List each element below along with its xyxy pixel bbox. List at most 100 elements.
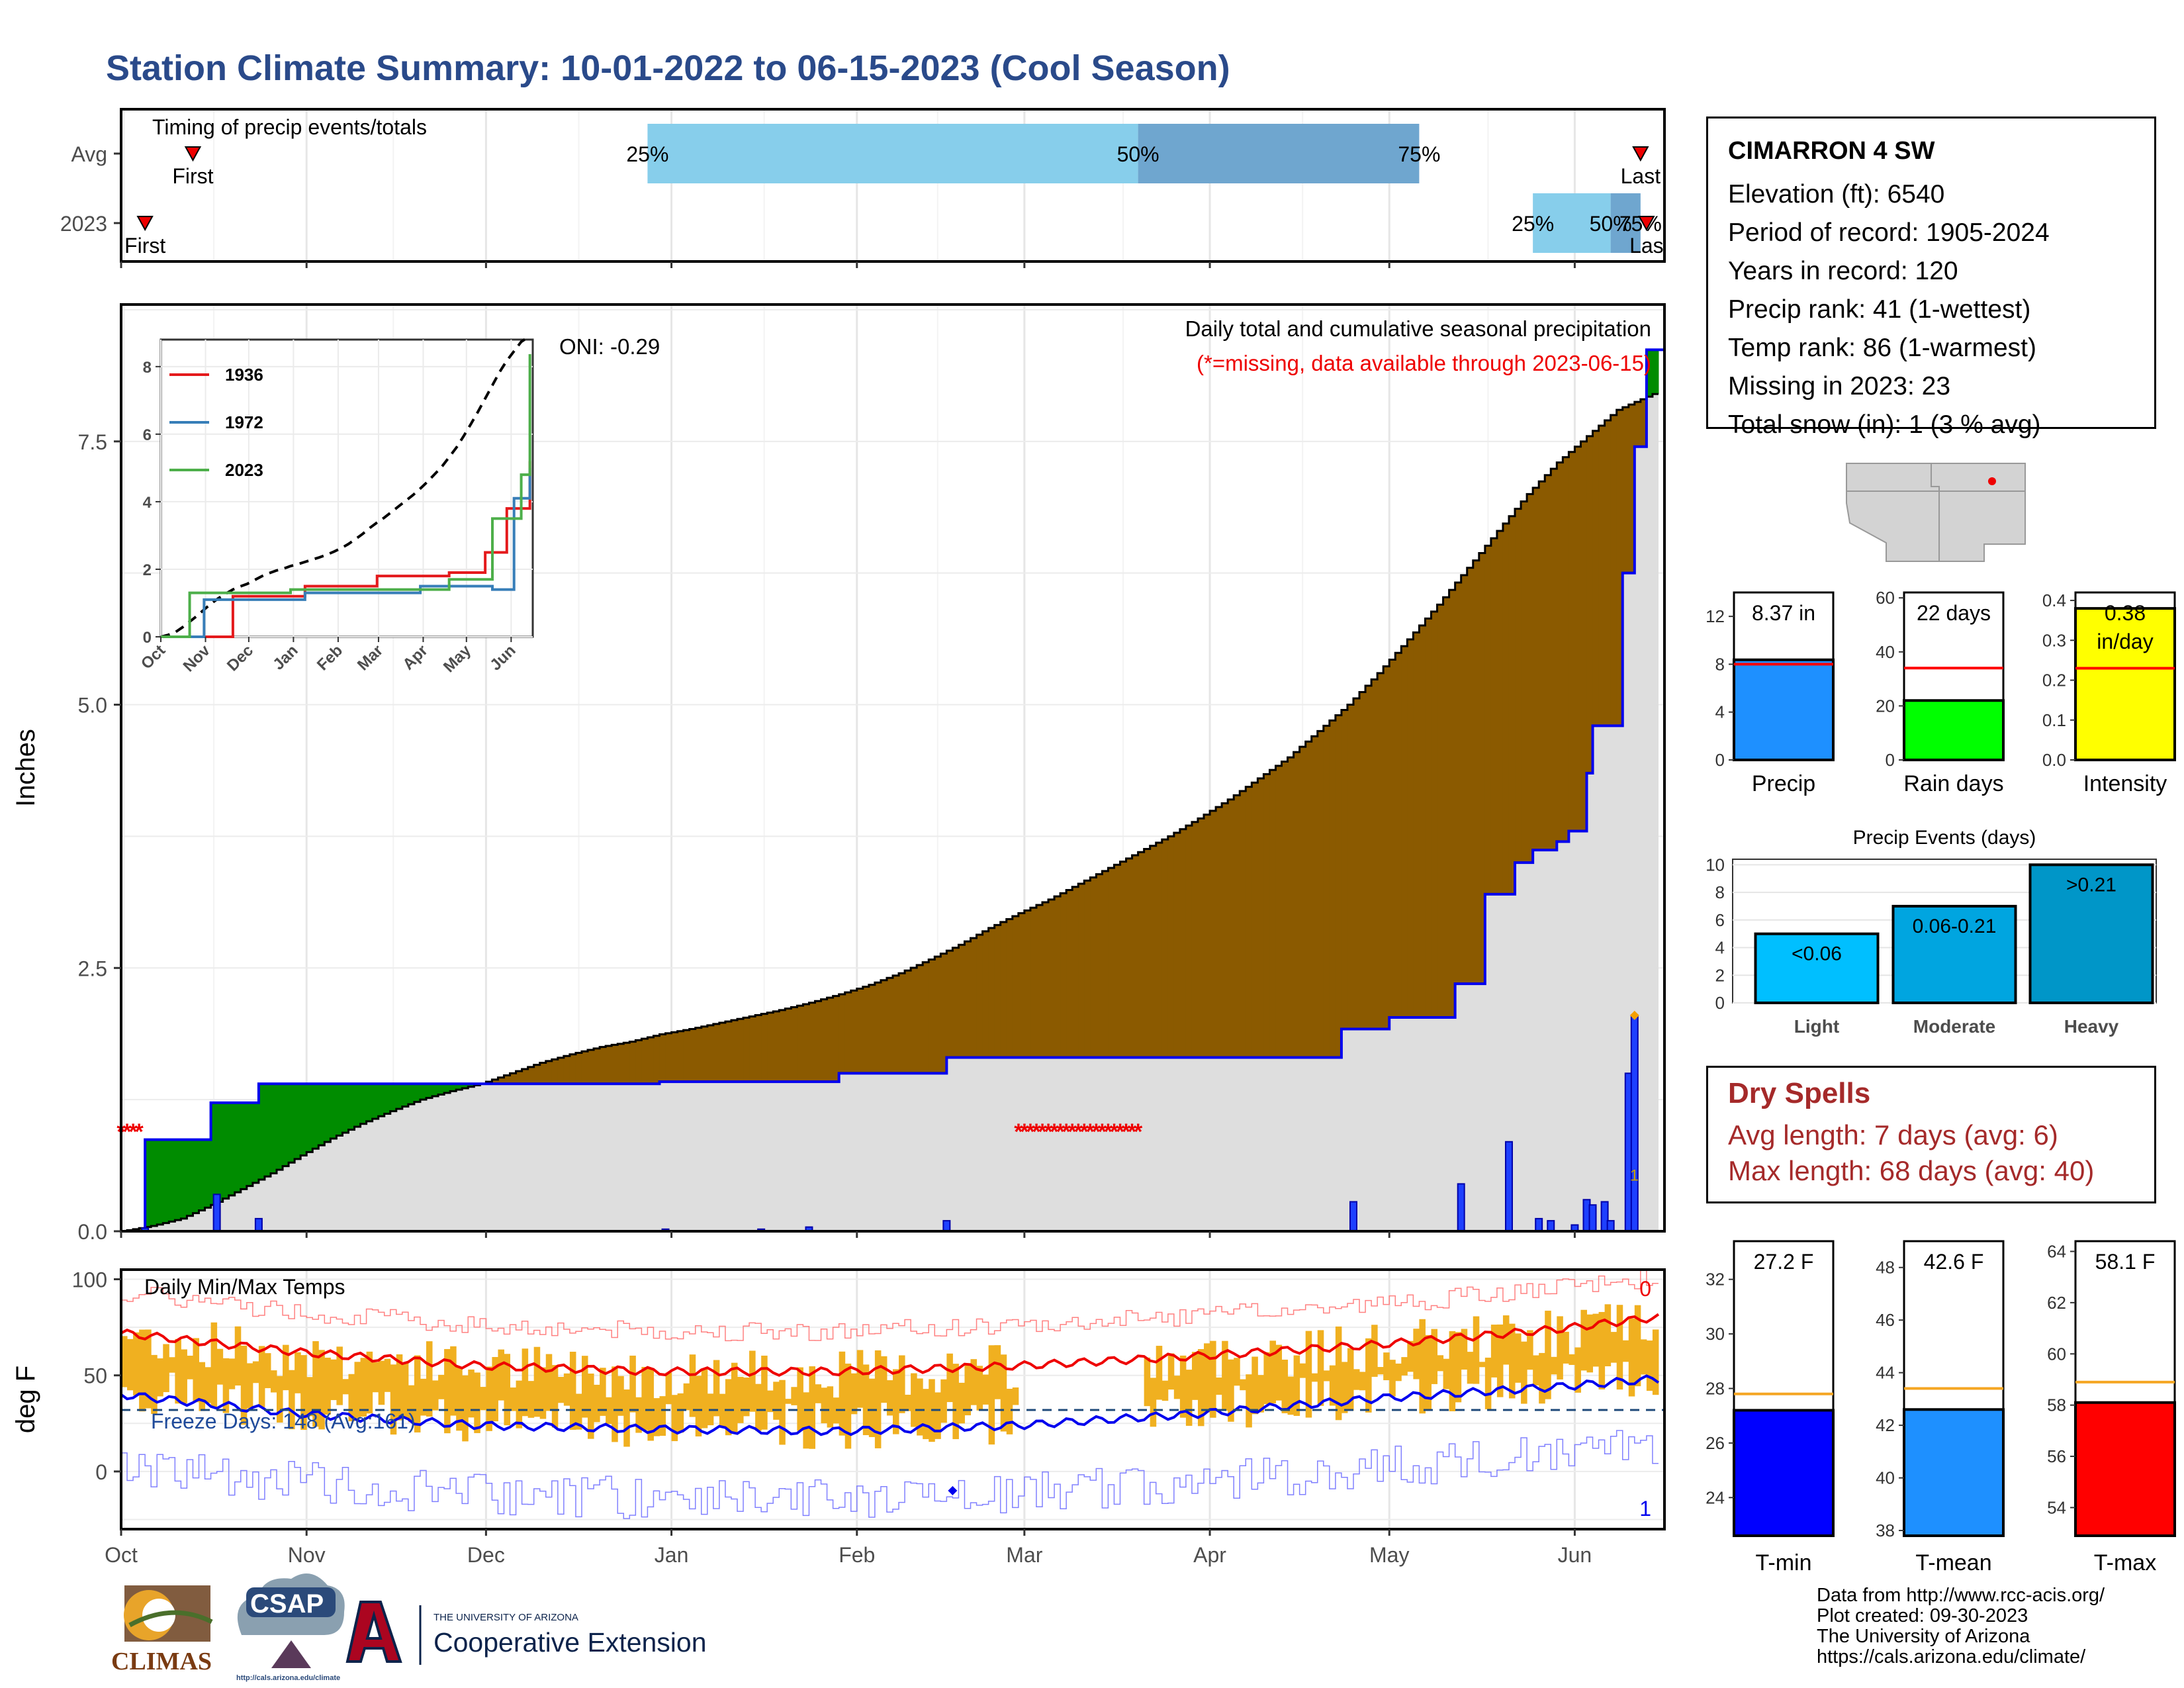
daily-temp-range-bar: [653, 1398, 660, 1436]
daily-temp-range-bar: [240, 1345, 248, 1425]
daily-temp-range-bar: [1269, 1340, 1276, 1404]
daily-temp-range-bar: [1222, 1340, 1228, 1411]
deficit-area: [522, 1069, 529, 1084]
daily-temp-range-bar: [575, 1393, 582, 1430]
daily-temp-range-bar: [1473, 1316, 1480, 1384]
deficit-area: [1036, 905, 1043, 1058]
station-info-line: Total snow (in): 1 (3 % avg): [1728, 410, 2041, 439]
avg-max-temp-line: [120, 1313, 1660, 1377]
deficit-area: [677, 1031, 684, 1082]
deficit-area: [880, 980, 887, 1074]
daily-temp-range-bar: [133, 1332, 140, 1395]
deficit-area: [1365, 685, 1372, 1029]
daily-temp-range-bar: [917, 1378, 923, 1436]
surplus-area: [199, 1139, 206, 1211]
inset-y-tick-label: 2: [143, 561, 152, 579]
inset-y-tick-label: 8: [143, 359, 152, 377]
mini-chart-value-label: 42.6 F: [1924, 1250, 1984, 1274]
summary-bar-charts: 0 4 8 12 8.37 in Precip 0 20 40 60 22 days Rain day…: [1706, 588, 2176, 796]
deficit-area: [492, 1079, 498, 1084]
daily-temp-range-bar: [1628, 1319, 1635, 1397]
month-label: Jan: [655, 1543, 689, 1567]
daily-temp-range-bar: [306, 1377, 313, 1417]
deficit-area: [731, 1020, 738, 1082]
surplus-area: [240, 1102, 248, 1190]
deficit-area: [1598, 425, 1606, 726]
daily-temp-range-bar: [516, 1380, 523, 1429]
inset-series-1936: [161, 461, 531, 638]
deficit-area: [1006, 919, 1013, 1058]
deficit-area: [725, 1021, 732, 1082]
quartile-bar-low: [647, 124, 1138, 183]
daily-temp-range-bar: [827, 1386, 834, 1428]
daily-temp-range-bar: [486, 1366, 492, 1431]
deficit-area: [1269, 770, 1276, 1058]
precip-frame: [120, 303, 1666, 1233]
daily-temp-range-bar: [289, 1370, 295, 1430]
deficit-area: [821, 999, 828, 1082]
daily-temp-range-bar: [606, 1397, 612, 1425]
daily-temp-range-bar: [444, 1348, 451, 1434]
daily-temp-range-bar: [1449, 1331, 1456, 1411]
daily-temp-range-bar: [450, 1346, 457, 1416]
surplus-area: [289, 1084, 295, 1163]
daily-temp-range-bar: [1598, 1311, 1606, 1389]
daily-temp-range-bar: [934, 1392, 941, 1439]
daily-temp-range-bar: [228, 1358, 236, 1389]
mini-chart-tick-label: 64: [2047, 1241, 2066, 1261]
deficit-area: [1191, 821, 1199, 1058]
daily-temp-range-bar: [671, 1395, 678, 1442]
mini-chart-tick-label: 0: [1886, 750, 1895, 770]
daily-temp-range-bar: [1455, 1332, 1462, 1403]
surplus-area: [234, 1102, 242, 1193]
deficit-area: [1371, 679, 1378, 1029]
deficit-area: [1042, 902, 1049, 1058]
daily-temp-range-bar: [1150, 1378, 1157, 1427]
deficit-area: [785, 1008, 792, 1082]
daily-temp-range-bar: [899, 1355, 905, 1413]
precip-y-tick-label: 2.5: [78, 957, 107, 980]
surplus-area: [216, 1102, 224, 1202]
mini-chart-tick-label: 0: [1715, 750, 1725, 770]
daily-temp-range-bar: [731, 1362, 738, 1434]
daily-temp-range-bar: [533, 1346, 541, 1417]
deficit-area: [1484, 545, 1492, 894]
daily-temp-range-bar: [612, 1366, 618, 1442]
daily-temp-range-bar: [982, 1374, 989, 1405]
missing-marker: *: [1098, 1119, 1107, 1145]
month-label: Apr: [1193, 1543, 1226, 1567]
deficit-area: [707, 1025, 714, 1082]
daily-temp-range-bar: [874, 1350, 882, 1448]
daily-temp-range-bar: [1246, 1374, 1252, 1428]
daily-temp-range-bar: [1490, 1325, 1498, 1378]
deficit-area: [1287, 757, 1295, 1058]
daily-temp-range-bar: [743, 1378, 750, 1417]
daily-temp-range-bar: [695, 1376, 702, 1436]
deficit-area: [797, 1006, 803, 1082]
daily-temp-range-bar: [539, 1367, 547, 1419]
daily-precip-bar: [1606, 1220, 1615, 1233]
deficit-area: [1377, 673, 1384, 1029]
deficit-area: [1515, 508, 1522, 863]
mini-chart-tick-label: 38: [1876, 1521, 1895, 1540]
dry-spells-max: Max length: 68 days (avg: 40): [1728, 1155, 2095, 1186]
events-bar-label: <0.06: [1792, 943, 1842, 965]
daily-temp-range-bar: [1401, 1357, 1408, 1376]
p50-label: 50%: [1117, 142, 1160, 166]
deficit-area: [1197, 818, 1205, 1058]
deficit-area: [1455, 583, 1462, 984]
daily-temp-range-bar: [1329, 1365, 1336, 1406]
surplus-area: [151, 1139, 158, 1227]
surplus-area: [210, 1102, 218, 1205]
daily-temp-range-bar: [1365, 1338, 1372, 1413]
daily-temp-range-bar: [1305, 1331, 1312, 1418]
daily-temp-range-bar: [527, 1381, 535, 1418]
surplus-area: [295, 1084, 301, 1159]
daily-temp-range-bar: [1545, 1311, 1551, 1399]
deficit-area: [1251, 782, 1258, 1058]
daily-temp-range-bar: [1508, 1323, 1516, 1399]
daily-temp-range-bar: [193, 1338, 200, 1403]
deficit-area: [737, 1019, 744, 1082]
daily-temp-range-bar: [498, 1349, 504, 1401]
